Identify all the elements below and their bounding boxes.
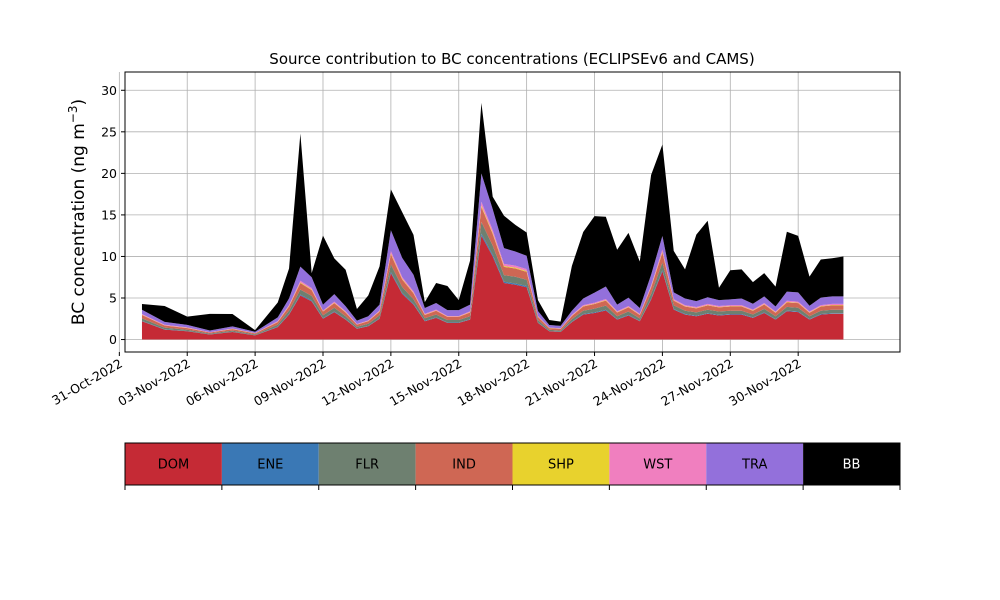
y-tick-label: 30 bbox=[101, 83, 117, 98]
legend-swatch-dom bbox=[125, 443, 222, 485]
legend-swatch-tra bbox=[706, 443, 804, 485]
x-tick-label: 18-Nov-2022 bbox=[455, 356, 532, 409]
y-axis-label-exponent: −3 bbox=[66, 105, 80, 123]
legend-label-wst: WST bbox=[643, 458, 672, 473]
legend-swatch-shp bbox=[512, 443, 610, 485]
x-tick-label: 03-Nov-2022 bbox=[115, 356, 192, 409]
legend-label-shp: SHP bbox=[548, 458, 574, 473]
y-axis-label-close: ) bbox=[69, 99, 89, 106]
y-axis-label: BC concentration (ng m−3) bbox=[66, 99, 89, 325]
area-ind bbox=[141, 207, 844, 335]
area-flr bbox=[141, 221, 844, 336]
x-tick-label: 30-Nov-2022 bbox=[726, 356, 803, 409]
y-tick-label: 0 bbox=[109, 332, 117, 347]
legend-label-bb: BB bbox=[843, 458, 861, 473]
plot-frame bbox=[124, 71, 901, 353]
area-tra bbox=[141, 173, 844, 334]
legend-label-dom: DOM bbox=[158, 458, 189, 473]
y-tick-label: 15 bbox=[101, 207, 117, 222]
x-tick-label: 12-Nov-2022 bbox=[319, 356, 396, 409]
legend-label-ene: ENE bbox=[257, 458, 283, 473]
legend-label-flr: FLR bbox=[355, 458, 379, 473]
stacked-areas bbox=[141, 102, 844, 340]
area-dom bbox=[141, 235, 844, 340]
legend-swatch-flr bbox=[318, 443, 416, 485]
area-ene bbox=[141, 233, 844, 336]
x-tick-label: 31-Oct-2022 bbox=[49, 356, 125, 408]
x-tick-label: 15-Nov-2022 bbox=[387, 356, 464, 409]
chart-title: Source contribution to BC concentrations… bbox=[269, 50, 754, 68]
x-tick-label: 06-Nov-2022 bbox=[183, 356, 260, 409]
legend-label-ind: IND bbox=[452, 458, 476, 473]
y-tick-label: 10 bbox=[101, 249, 117, 264]
legend-swatch-wst bbox=[609, 443, 707, 485]
x-tick-label: 24-Nov-2022 bbox=[590, 356, 667, 409]
legend-swatch-bb bbox=[803, 443, 900, 485]
y-tick-label: 25 bbox=[101, 124, 117, 139]
legend-label-tra: TRA bbox=[741, 458, 767, 473]
y-tick-label: 5 bbox=[109, 290, 117, 305]
x-tick-label: 21-Nov-2022 bbox=[523, 356, 600, 409]
x-tick-label: 27-Nov-2022 bbox=[658, 356, 735, 409]
legend-colorbar: DOM ENE FLR IND SHP WST TRA BB bbox=[124, 442, 901, 490]
y-axis-label-text: BC concentration (ng m bbox=[69, 123, 89, 325]
x-tick-label: 09-Nov-2022 bbox=[251, 356, 328, 409]
area-bb bbox=[141, 102, 844, 332]
y-tick-label: 20 bbox=[101, 166, 117, 181]
legend-swatch-ind bbox=[415, 443, 513, 485]
legend-swatch-ene bbox=[221, 443, 319, 485]
